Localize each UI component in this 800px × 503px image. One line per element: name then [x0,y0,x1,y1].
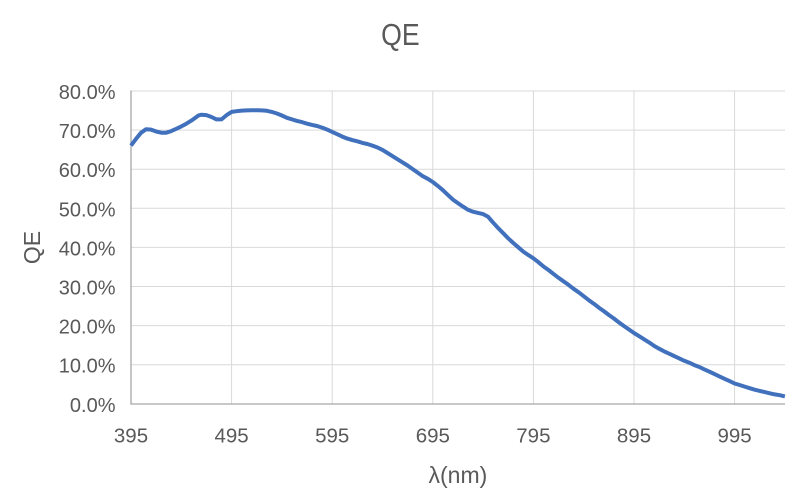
svg-text:30.0%: 30.0% [59,278,116,300]
svg-text:0.0%: 0.0% [70,395,116,417]
svg-text:60.0%: 60.0% [59,160,116,182]
svg-text:QE: QE [19,231,45,264]
svg-text:70.0%: 70.0% [59,121,116,143]
svg-text:50.0%: 50.0% [59,199,116,221]
svg-text:695: 695 [416,425,450,448]
svg-text:595: 595 [315,425,349,448]
svg-text:495: 495 [214,425,248,448]
svg-text:80.0%: 80.0% [59,82,116,104]
svg-text:895: 895 [617,425,651,448]
svg-text:QE: QE [381,17,420,52]
svg-text:795: 795 [516,425,550,448]
svg-text:995: 995 [717,425,751,448]
svg-text:λ(nm): λ(nm) [429,462,488,488]
svg-text:40.0%: 40.0% [59,238,116,260]
svg-text:10.0%: 10.0% [59,356,116,378]
svg-text:395: 395 [114,425,148,448]
svg-text:20.0%: 20.0% [59,317,116,339]
